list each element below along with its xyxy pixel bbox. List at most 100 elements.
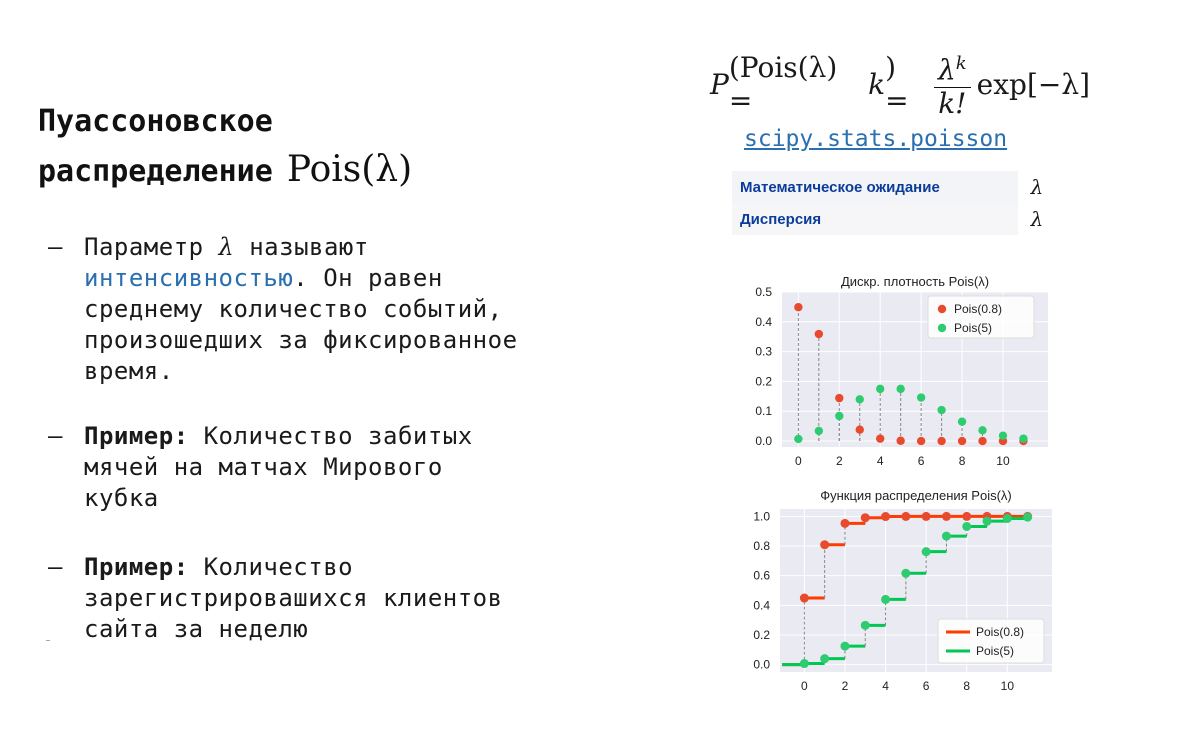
formula-rhs: exp[−λ] — [976, 67, 1090, 101]
cdf-chart: Функция распределения Pois(λ) 0.0 0.2 0.4 0.… — [744, 485, 1054, 697]
y-tick-label: 0.0 — [753, 658, 770, 672]
bullet-text: Пример: Количество зарегистрировашихся к… — [84, 552, 518, 645]
legend-label: Pois(5) — [954, 321, 992, 335]
data-point — [957, 436, 967, 446]
data-point — [916, 436, 926, 446]
bullet-text-mid: называют — [234, 233, 369, 261]
formula-k: k — [868, 67, 886, 101]
formula-numerator: λk — [933, 48, 971, 88]
data-point — [937, 436, 946, 446]
data-point — [896, 384, 905, 394]
y-tick-label: 0.5 — [755, 285, 772, 299]
formula-lhs-end: ) = — [885, 51, 909, 117]
bullet-example-website: – Пример: Количество зарегистрировашихся… — [48, 552, 518, 645]
x-tick-label: 10 — [1001, 679, 1015, 693]
data-point — [1002, 513, 1012, 523]
bullet-list: – Параметр λ называют интенсивностью. Он… — [48, 232, 518, 645]
x-tick-label: 8 — [959, 454, 966, 468]
data-point — [916, 393, 926, 402]
stats-value: λ — [1018, 203, 1056, 235]
y-tick-label: 0.1 — [755, 404, 772, 418]
y-tick-label: 0.4 — [755, 315, 772, 329]
bullet-intensity: – Параметр λ называют интенсивностью. Он… — [48, 232, 518, 387]
pmf-chart: Дискр. плотность Pois(λ) 0.0 0.1 0.2 0.3 0.4 0… — [740, 271, 1050, 474]
data-point — [901, 568, 911, 578]
data-point — [978, 426, 987, 435]
data-point — [881, 512, 891, 522]
bullet-dash: – — [48, 553, 63, 581]
divider-mark — [46, 640, 50, 641]
x-tick-label: 0 — [795, 454, 802, 468]
y-tick-label: 0.0 — [755, 434, 772, 448]
bullet-text-post: . Он равен среднему количество событий, … — [84, 264, 518, 385]
data-point — [941, 531, 951, 541]
data-point — [1023, 512, 1033, 522]
x-tick-label: 6 — [923, 679, 930, 693]
data-point — [794, 434, 803, 444]
title-line-1: Пуассоновское — [38, 104, 273, 139]
data-point — [982, 516, 992, 526]
stats-row-variance: Дисперсия λ — [732, 203, 1056, 235]
x-tick-label: 6 — [918, 454, 925, 468]
y-tick-label: 0.3 — [755, 345, 772, 359]
x-tick-label: 0 — [801, 679, 808, 693]
data-point — [840, 518, 850, 528]
y-tick-label: 0.2 — [755, 374, 772, 388]
scipy-poisson-link[interactable]: scipy.stats.poisson — [744, 126, 1008, 152]
data-point — [855, 425, 864, 434]
data-point — [896, 436, 905, 445]
data-point — [855, 395, 864, 404]
legend-label: Pois(0.8) — [976, 625, 1024, 639]
formula-p: P — [710, 67, 729, 101]
data-point — [860, 513, 870, 523]
y-tick-label: 1.0 — [753, 509, 770, 523]
y-tick-label: 0.6 — [753, 569, 770, 583]
data-point — [799, 593, 809, 603]
formula-lhs: (Pois(λ) = — [728, 51, 838, 117]
x-tick-label: 8 — [963, 679, 970, 693]
stats-label: Математическое ожидание — [732, 171, 1018, 203]
legend-label: Pois(5) — [976, 644, 1014, 658]
bullet-dash: – — [48, 422, 63, 450]
x-tick-label: 4 — [882, 679, 889, 693]
x-tick-label: 10 — [996, 454, 1010, 468]
example-label: Пример: — [84, 422, 189, 450]
data-point — [860, 620, 870, 630]
data-point — [876, 384, 885, 394]
data-point — [941, 511, 951, 521]
example-label: Пример: — [84, 553, 189, 581]
x-tick-label: 4 — [877, 454, 884, 468]
data-point — [814, 426, 824, 436]
bullet-text-pre: Параметр — [84, 233, 219, 261]
legend-marker — [937, 304, 947, 314]
data-point — [799, 659, 809, 669]
formula-num-exp: k — [955, 53, 967, 75]
pmf-formula: P (Pois(λ) = k) = λk k! exp[−λ] — [710, 42, 1090, 126]
intensity-link[interactable]: интенсивностью — [84, 264, 294, 292]
bullet-example-football: – Пример: Количество забитых мячей на ма… — [48, 421, 518, 514]
bullet-dash: – — [48, 233, 63, 261]
data-point — [881, 594, 891, 604]
x-tick-label: 2 — [836, 454, 843, 468]
stats-label: Дисперсия — [732, 203, 1018, 235]
data-point — [921, 547, 931, 557]
data-point — [978, 436, 987, 446]
formula-denominator: k! — [938, 86, 967, 120]
title-line-2: распределение — [38, 154, 273, 189]
bullet-text: Параметр λ называют интенсивностью. Он р… — [84, 232, 518, 387]
legend-box — [927, 295, 1035, 339]
formula-num-lambda: λ — [937, 53, 956, 87]
data-point — [921, 511, 931, 521]
data-point — [835, 393, 844, 403]
y-tick-label: 0.8 — [753, 539, 770, 553]
stats-table: Математическое ожидание λ Дисперсия λ — [732, 171, 1056, 235]
data-point — [814, 329, 824, 339]
data-point — [820, 540, 830, 550]
bullet-text: Пример: Количество забитых мячей на матч… — [84, 421, 518, 514]
data-point — [794, 303, 803, 312]
data-point — [957, 417, 967, 426]
formula-fraction: λk k! — [933, 48, 971, 120]
x-tick-label: 2 — [842, 679, 849, 693]
data-point — [820, 654, 830, 664]
lambda-symbol: λ — [218, 233, 235, 261]
